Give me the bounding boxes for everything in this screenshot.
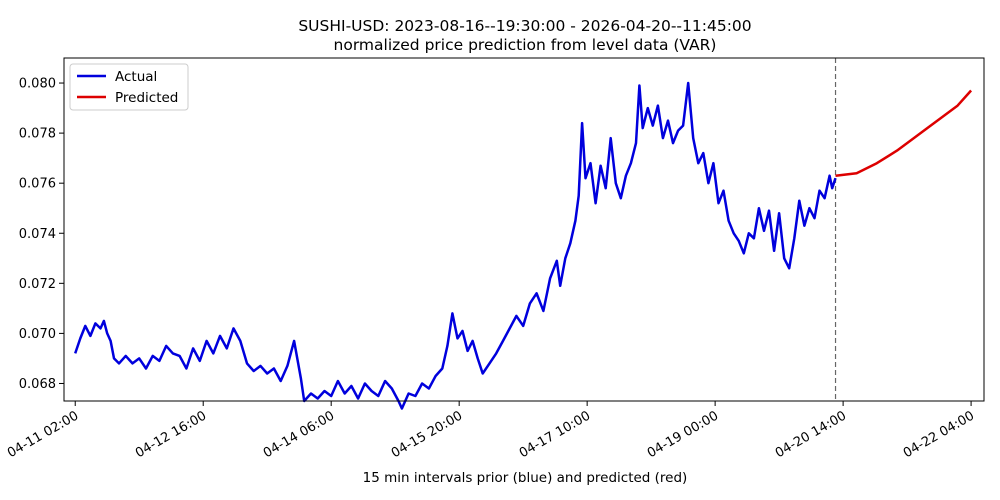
chart-subtitle: normalized price prediction from level d…	[334, 36, 717, 54]
chart-title: SUSHI-USD: 2023-08-16--19:30:00 - 2026-0…	[298, 17, 751, 35]
y-tick-label: 0.078	[19, 127, 56, 142]
y-tick-label: 0.068	[19, 377, 56, 392]
y-tick-label: 0.074	[19, 227, 56, 242]
y-axis: 0.068 0.070 0.072 0.074 0.076 0.078 0.080	[19, 77, 64, 392]
y-tick-label: 0.072	[19, 277, 56, 292]
plot-frame	[63, 57, 985, 402]
y-tick-label: 0.070	[19, 327, 56, 342]
series-predicted-line	[835, 89, 973, 177]
series-actual-line	[74, 81, 837, 410]
legend-label-actual: Actual	[115, 69, 157, 85]
plot-area	[74, 58, 973, 410]
legend-label-predicted: Predicted	[115, 90, 178, 106]
y-tick-label: 0.076	[19, 177, 56, 192]
x-axis-label: 15 min intervals prior (blue) and predic…	[363, 470, 688, 486]
legend: Actual Predicted	[69, 63, 189, 111]
y-tick-label: 0.080	[19, 77, 56, 92]
